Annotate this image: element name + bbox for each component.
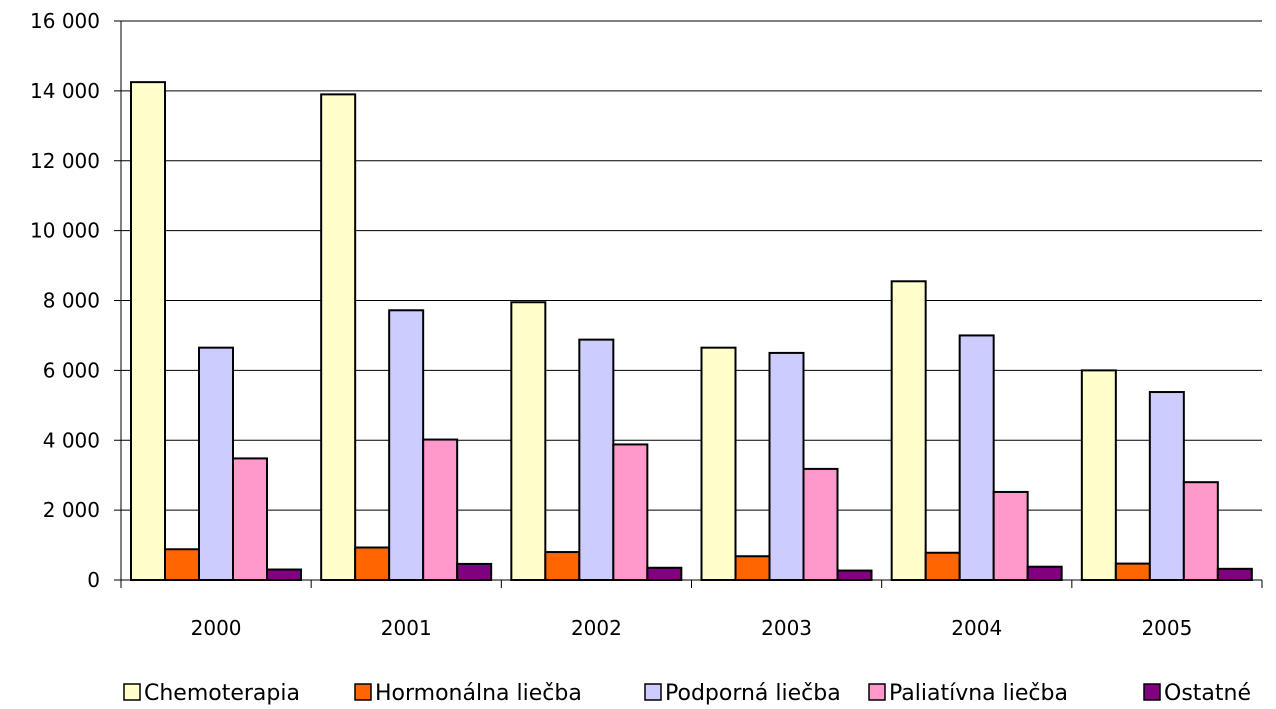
legend-label-2: Podporná liečba xyxy=(665,681,841,706)
bar-chemoterapia-2001 xyxy=(320,93,357,582)
x-tick-label-2004: 2004 xyxy=(951,616,1002,640)
y-tick-label-4: 8 000 xyxy=(43,289,100,313)
y-tick-label-5: 10 000 xyxy=(30,219,100,243)
bar-ostatné-2003 xyxy=(836,569,873,582)
bar-paliatívna-liečba-2004 xyxy=(992,490,1029,581)
legend: Chemoterapia Hormonálna liečba Podporná li… xyxy=(123,681,1251,706)
bar-paliatívna-liečba-2002 xyxy=(612,443,649,581)
x-tick-label-2002: 2002 xyxy=(571,616,622,640)
legend-label-3: Paliatívna liečba xyxy=(889,681,1068,706)
bar-chemoterapia-2005 xyxy=(1080,369,1117,581)
bar-podporná-liečba-2004 xyxy=(958,334,995,581)
legend-swatch-2 xyxy=(644,683,662,701)
bar-podporná-liečba-2003 xyxy=(768,351,805,581)
bar-chemoterapia-2003 xyxy=(700,346,737,581)
bar-ostatné-2002 xyxy=(646,566,683,581)
bar-hormonálna-liečba-2000 xyxy=(164,548,200,582)
bar-ostatné-2001 xyxy=(456,562,493,582)
legend-label-4: Ostatné xyxy=(1164,681,1251,706)
bar-paliatívna-liečba-2001 xyxy=(422,438,459,581)
x-tick-label-2001: 2001 xyxy=(381,616,432,640)
y-tick-label-2: 4 000 xyxy=(43,428,100,452)
x-tick-label-2000: 2000 xyxy=(191,616,242,640)
y-tick-label-8: 16 000 xyxy=(30,9,100,33)
bar-paliatívna-liečba-2000 xyxy=(232,457,268,582)
y-tick-label-6: 12 000 xyxy=(30,149,100,173)
legend-swatch-3 xyxy=(868,683,886,701)
bar-chemoterapia-2000 xyxy=(130,81,166,581)
legend-swatch-1 xyxy=(354,683,372,701)
bar-podporná-liečba-2005 xyxy=(1148,391,1185,581)
y-tick-label-0: 0 xyxy=(87,568,100,592)
bar-podporná-liečba-2000 xyxy=(198,346,234,581)
bar-hormonálna-liečba-2003 xyxy=(734,555,771,581)
x-tick-label-2003: 2003 xyxy=(761,616,812,640)
y-tick-label-7: 14 000 xyxy=(30,79,100,103)
y-tick-label-3: 6 000 xyxy=(43,358,100,382)
bar-chemoterapia-2002 xyxy=(510,301,547,581)
bar-hormonálna-liečba-2004 xyxy=(924,551,961,582)
x-tick-label-2005: 2005 xyxy=(1141,616,1192,640)
bar-paliatívna-liečba-2003 xyxy=(802,467,839,581)
bar-ostatné-2000 xyxy=(266,568,302,581)
bar-hormonálna-liečba-2005 xyxy=(1114,562,1151,581)
legend-label-0: Chemoterapia xyxy=(144,681,300,706)
legend-label-1: Hormonálna liečba xyxy=(375,681,582,706)
bar-paliatívna-liečba-2005 xyxy=(1182,481,1219,581)
y-axis-ticks: 0 2 000 4 000 6 000 8 000 10 000 12 000 14 000 1… xyxy=(30,9,121,592)
legend-swatch-4 xyxy=(1143,683,1161,701)
bar-ostatné-2005 xyxy=(1216,567,1253,582)
bar-hormonálna-liečba-2002 xyxy=(544,551,581,581)
bar-ostatné-2004 xyxy=(1026,565,1063,582)
bar-podporná-liečba-2002 xyxy=(578,338,615,581)
bar-hormonálna-liečba-2001 xyxy=(354,546,391,581)
grid-lines xyxy=(121,20,1262,511)
bar-chemoterapia-2004 xyxy=(890,280,927,581)
legend-swatch-0 xyxy=(123,683,141,701)
x-axis-ticks: 2000 2001 2002 2003 2004 2005 xyxy=(120,580,1263,640)
bar-podporná-liečba-2001 xyxy=(388,309,425,581)
bars xyxy=(130,81,1253,582)
y-tick-label-1: 2 000 xyxy=(43,498,100,522)
